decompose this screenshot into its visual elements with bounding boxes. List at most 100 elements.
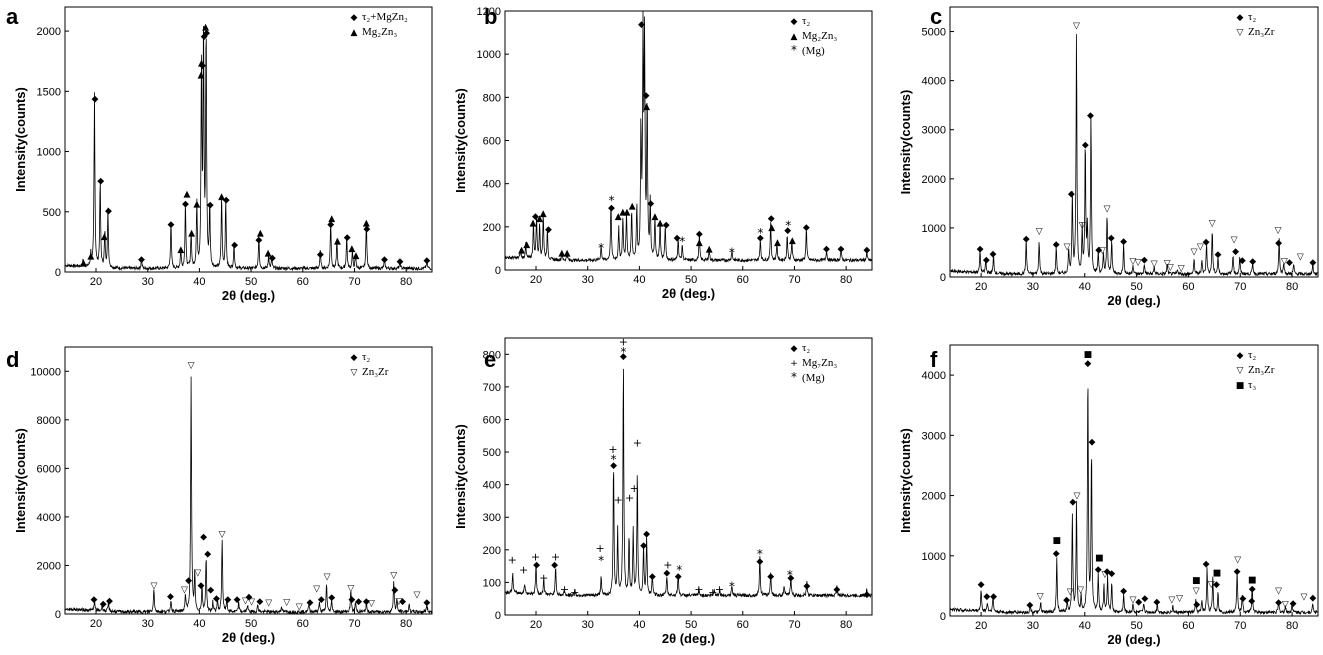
diamond-marker: ◆: [863, 245, 870, 255]
plot-frame: [949, 344, 1319, 617]
x-tick-label: 30: [1027, 281, 1039, 293]
y-tick-label: 200: [483, 545, 501, 557]
panel-label: f: [930, 347, 938, 372]
down-triangle-marker: ▽: [181, 586, 188, 596]
x-tick-label: 60: [297, 618, 309, 630]
triangle-marker: ▲: [80, 258, 87, 268]
y-tick-label: 700: [483, 382, 501, 394]
x-tick-label: 20: [975, 620, 987, 632]
plus-marker: +: [519, 563, 528, 576]
diamond-marker: ◆: [105, 207, 112, 217]
triangle-marker: ▲: [202, 22, 209, 32]
y-axis-label: Intensity(counts): [453, 424, 468, 529]
y-tick-label: 1000: [922, 223, 946, 235]
diamond-marker: ◆: [640, 541, 647, 551]
x-tick-label: 40: [633, 619, 645, 631]
x-tick-label: 50: [245, 618, 257, 630]
diamond-marker: ◆: [545, 225, 552, 235]
diamond-marker: ◆: [348, 595, 355, 605]
y-tick-label: 1000: [477, 49, 501, 61]
down-triangle-marker: ▽: [324, 572, 331, 582]
down-triangle-marker: ▽: [1104, 204, 1111, 214]
plus-marker: +: [596, 542, 605, 555]
x-tick-label: 40: [193, 618, 205, 630]
y-tick-label: 4000: [922, 76, 946, 88]
diamond-marker: ◆: [1193, 600, 1200, 610]
diamond-marker: ◆: [643, 530, 650, 540]
y-tick-label: 0: [55, 267, 61, 279]
down-triangle-marker: ▽: [1176, 594, 1183, 604]
down-triangle-marker: ▽: [1077, 586, 1084, 596]
legend-label: τ₂: [1248, 11, 1256, 23]
diamond-marker: ◆: [1286, 258, 1293, 268]
down-triangle-marker: ▽: [1130, 596, 1137, 606]
asterisk-marker: *: [598, 553, 604, 567]
triangle-marker: ▲: [87, 252, 94, 262]
legend-diamond-marker: ◆: [351, 13, 358, 23]
diamond-marker: ◆: [269, 254, 276, 264]
y-tick-label: 3000: [922, 125, 946, 137]
y-tick-label: 1200: [477, 6, 501, 18]
triangle-marker: ▲: [334, 237, 341, 247]
diamond-marker: ◆: [532, 212, 539, 222]
x-tick-label: 70: [788, 274, 800, 286]
diamond-marker: ◆: [978, 580, 985, 590]
down-triangle-marker: ▽: [1197, 243, 1204, 253]
legend-label: Zn₃Zr: [1248, 26, 1275, 38]
down-triangle-marker: ▽: [1231, 236, 1238, 246]
y-tick-label: 2000: [922, 174, 946, 186]
y-tick-label: 1000: [37, 147, 61, 159]
diamond-marker: ◆: [1135, 598, 1142, 608]
diamond-marker: ◆: [1141, 255, 1148, 265]
down-triangle-marker: ▽: [1168, 596, 1175, 606]
legend-label: Zn₃Zr: [1248, 364, 1275, 376]
diamond-marker: ◆: [199, 61, 206, 71]
x-tick-label: 30: [142, 618, 154, 630]
diamond-marker: ◆: [1108, 234, 1115, 244]
diamond-marker: ◆: [757, 234, 764, 244]
panel-d: d 20 30 40 50 60 70 80 0 2000 4000 6000 8000 10000 2θ …: [6, 346, 433, 645]
diamond-marker: ◆: [1309, 258, 1316, 268]
diamond-marker: ◆: [363, 597, 370, 607]
y-tick-label: 0: [495, 265, 501, 277]
panel-label: c: [930, 4, 942, 29]
diamond-marker: ◆: [399, 597, 406, 607]
diamond-marker: ◆: [663, 569, 670, 579]
down-triangle-marker: ▽: [1301, 593, 1308, 603]
plus-marker: +: [694, 583, 703, 596]
legend-label: Mg₂Zn₃: [802, 30, 837, 42]
diamond-marker: ◆: [1104, 567, 1111, 577]
down-triangle-marker: ▽: [1036, 227, 1043, 237]
diamond-marker: ◆: [1082, 140, 1089, 150]
diamond-marker: ◆: [213, 594, 220, 604]
diamond-marker: ◆: [197, 581, 204, 591]
triangle-marker: ▲: [257, 228, 264, 238]
x-axis-label: 2θ (deg.): [662, 286, 715, 301]
diamond-marker: ◆: [234, 595, 241, 605]
x-tick-label: 20: [90, 276, 102, 288]
y-tick-label: 2000: [922, 491, 946, 503]
plus-marker: +: [570, 586, 579, 599]
asterisk-marker: *: [729, 245, 735, 259]
triangle-marker: ▲: [218, 192, 225, 202]
diamond-marker: ◆: [185, 576, 192, 586]
x-tick-label: 50: [685, 619, 697, 631]
legend-square-marker: ■: [1236, 381, 1245, 391]
diamond-marker: ◆: [768, 214, 775, 224]
triangle-marker: ▲: [558, 249, 565, 259]
diamond-marker: ◆: [256, 597, 263, 607]
down-triangle-marker: ▽: [283, 598, 290, 608]
asterisk-marker: *: [611, 452, 617, 466]
xrd-pattern-line: [950, 34, 1318, 277]
diamond-marker: ◆: [1203, 238, 1210, 248]
x-tick-label: 80: [1286, 620, 1298, 632]
y-tick-label: 500: [483, 447, 501, 459]
down-triangle-marker: ▽: [265, 599, 272, 609]
diamond-marker: ◆: [224, 595, 231, 605]
diamond-marker: ◆: [977, 245, 984, 255]
diamond-marker: ◆: [327, 220, 334, 230]
diamond-marker: ◆: [207, 201, 214, 211]
diamond-marker: ◆: [138, 255, 145, 265]
down-triangle-marker: ▽: [395, 597, 402, 607]
diamond-marker: ◆: [255, 235, 262, 245]
